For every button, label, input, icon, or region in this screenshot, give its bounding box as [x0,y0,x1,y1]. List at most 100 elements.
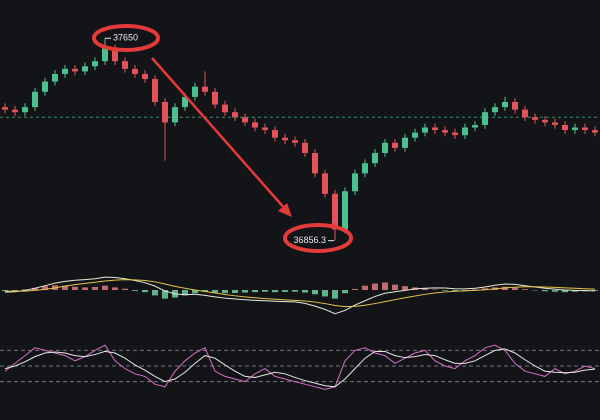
candle-body [332,193,338,230]
indicator-line [4,276,596,315]
candle-body [62,68,68,74]
histogram-bar [452,290,458,292]
candle-body [562,124,568,131]
histogram-bar [322,290,328,297]
arrow-line [151,57,287,211]
candle-body [572,127,578,131]
histogram-bar [182,290,188,296]
candle-body [392,142,398,148]
histogram-bar [422,288,428,290]
candle-body [192,86,198,97]
histogram-bar [402,286,408,290]
candle-body [482,112,488,125]
candle-body [552,122,558,125]
candle-body [422,127,428,133]
histogram-bar [242,290,248,293]
candle-body [372,153,378,164]
histogram-bar [542,290,548,292]
candle-body [432,127,438,131]
candle-body [302,142,308,153]
candle-body [412,132,418,138]
histogram-bar [82,287,88,290]
candle-body [2,107,8,110]
histogram-bar [192,290,198,294]
candle-body [222,104,228,113]
candle-body [312,153,318,174]
candle-body [142,73,148,80]
candle-body [152,79,158,102]
candle-body [212,91,218,105]
candle-body [442,130,448,133]
candle-body [52,73,58,82]
candle-body [502,102,508,108]
candle-body [92,61,98,67]
histogram-bar [552,290,558,292]
histogram-bar [152,290,158,296]
candle-body [322,173,328,194]
candle-body [532,117,538,120]
candle-body [292,140,298,143]
histogram-bar [92,286,98,290]
candle-body [82,66,88,72]
indicator-line [4,344,596,390]
indicator-line [4,279,596,308]
histogram-bar [162,290,168,299]
histogram-bar [442,290,448,291]
histogram-bar [102,285,108,290]
candle-body [202,86,208,92]
histogram-bar [502,286,508,290]
candle-body [172,107,178,123]
candle-body [102,48,108,62]
histogram-bar [292,290,298,292]
candle-body [382,142,388,153]
arrow-head [278,203,292,217]
histogram-bar [512,287,518,290]
histogram-bar [362,285,368,290]
marks [0,38,600,390]
candle-body [262,127,268,131]
histogram-bar [312,290,318,295]
candle-body [162,102,168,123]
histogram-bar [122,288,128,290]
histogram-bar [222,290,228,294]
histogram-bar [2,290,8,292]
histogram-bar [272,290,278,293]
high-label: 37650 [113,33,138,43]
histogram-bar [42,286,48,290]
candle-body [272,130,278,138]
candle-body [522,109,528,118]
histogram-bar [202,290,208,292]
candle-body [112,48,118,62]
histogram-bar [302,290,308,293]
histogram-bar [62,285,68,290]
histogram-bar [472,289,478,290]
candle-body [582,127,588,131]
histogram-bar [32,287,38,290]
candle-body [182,96,188,108]
candle-body [362,163,368,174]
histogram-bar [562,290,568,293]
histogram-bar [282,290,288,292]
candle-body [282,137,288,141]
low-label: 36856.3 [293,235,326,245]
histogram-bar [72,286,78,290]
histogram-bar [392,284,398,290]
candle-body [42,81,48,92]
histogram-bar [332,290,338,299]
candle-body [132,68,138,74]
candle-body [462,127,468,136]
candle-body [342,191,348,230]
histogram-bar [22,289,28,290]
candle-body [72,68,78,72]
candle-body [242,117,248,123]
histogram-bar [212,290,218,293]
candle-body [12,109,18,113]
histogram-bar [232,290,238,294]
histogram-bar [382,282,388,290]
indicator-line [4,348,596,388]
candle-body [592,130,598,133]
histogram-bar [142,290,148,293]
histogram-bar [252,290,258,293]
histogram-bar [372,283,378,290]
